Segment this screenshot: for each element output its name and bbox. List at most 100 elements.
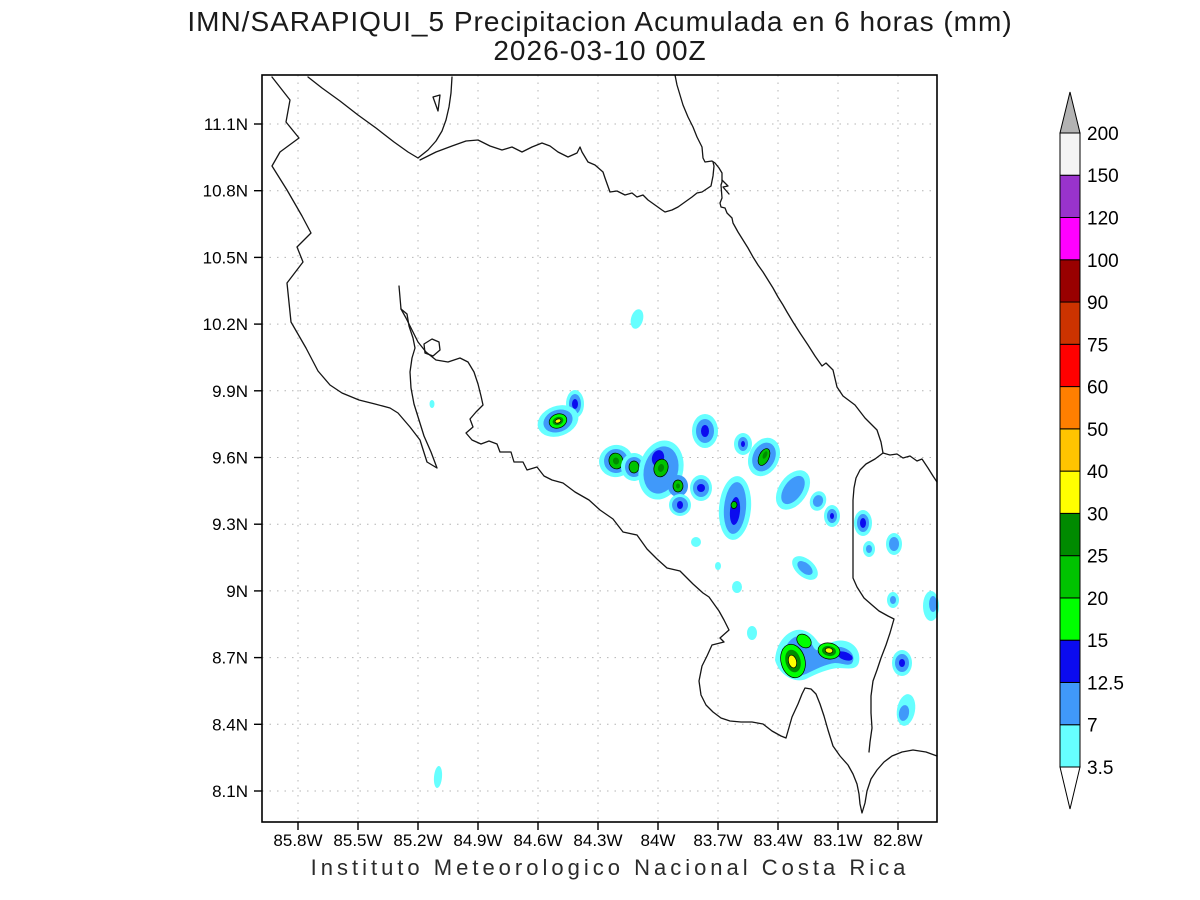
x-tick-label: 85.5W (333, 831, 382, 850)
x-tick-label: 83.1W (813, 831, 862, 850)
colorbar-label: 100 (1087, 251, 1119, 272)
colorbar-label: 150 (1087, 166, 1119, 187)
colorbar-label: 20 (1087, 589, 1108, 610)
precip-contour-ring (730, 501, 738, 509)
x-tick-label: 83.7W (693, 831, 742, 850)
precip-contour-ring (747, 626, 757, 640)
y-tick-label: 10.2N (203, 315, 248, 334)
precip-contour-ring (630, 309, 644, 329)
y-tick-label: 8.1N (212, 782, 248, 801)
colorbar-cell (1059, 132, 1081, 176)
precip-contour-ring (898, 705, 910, 721)
x-tick-label: 84.3W (573, 831, 622, 850)
y-tick-label: 10.8N (203, 182, 248, 201)
x-tick-label: 83.4W (753, 831, 802, 850)
colorbar-cell (1059, 428, 1081, 472)
x-tick-label: 82.8W (873, 831, 922, 850)
precip-contour-ring (697, 484, 705, 492)
precip-contour-ring (741, 441, 745, 447)
precip-contour-ring (781, 475, 805, 505)
y-tick-label: 8.4N (212, 715, 248, 734)
precip-contour-ring (890, 596, 896, 604)
precip-contour-ring (691, 537, 701, 547)
colorbar-cell (1059, 681, 1081, 726)
colorbar-cell (1059, 639, 1081, 683)
colorbar-cell (1059, 216, 1081, 261)
precip-contour-ring (572, 399, 578, 409)
colorbar-cell (1059, 343, 1081, 388)
colorbar-label: 50 (1087, 420, 1108, 441)
colorbar-cell (1059, 555, 1081, 599)
precip-contour-ring (866, 545, 872, 553)
colorbar-cell (1059, 724, 1081, 768)
precip-contour-ring (732, 581, 742, 593)
precip-contour-ring (860, 518, 866, 528)
colorbar-label: 200 (1087, 124, 1119, 145)
colorbar-cell (1059, 301, 1081, 345)
precip-contour-ring (787, 654, 798, 669)
precip-contour-ring (837, 651, 853, 661)
y-tick-label: 9.6N (212, 449, 248, 468)
colorbar-label: 90 (1087, 293, 1108, 314)
y-tick-label: 9.3N (212, 515, 248, 534)
coastline-path (307, 76, 453, 159)
precip-contour-ring (612, 457, 620, 465)
y-tick-label: 9.9N (212, 382, 248, 401)
colorbar-label: 75 (1087, 335, 1108, 356)
precip-contour-ring (628, 460, 640, 474)
chart-subtitle: 2026-03-10 00Z (493, 35, 707, 66)
precip-contour-ring (899, 659, 905, 667)
x-tick-label: 84.9W (453, 831, 502, 850)
coastline-path (721, 179, 730, 195)
colorbar-label: 30 (1087, 504, 1108, 525)
coastline-path (423, 338, 441, 357)
coastline-path (852, 452, 895, 753)
colorbar-label: 120 (1087, 208, 1119, 229)
colorbar-label: 3.5 (1087, 758, 1113, 779)
precip-contour-ring (762, 451, 768, 459)
precip-contour-ring (929, 596, 937, 612)
precip-contour-ring (657, 464, 665, 472)
plot-frame (261, 74, 938, 823)
x-tick-label: 85.2W (393, 831, 442, 850)
x-tick-label: 84W (641, 831, 676, 850)
colorbar-cell (1059, 174, 1081, 218)
precip-contour-ring (889, 537, 899, 551)
precip-contour-ring (433, 766, 443, 788)
precip-contour-ring (812, 495, 824, 507)
x-tick-label: 85.8W (273, 831, 322, 850)
colorbar-cell (1059, 512, 1081, 557)
chart-title: IMN/SARAPIQUI_5 Precipitacion Acumulada … (187, 6, 1013, 37)
colorbar-label: 40 (1087, 462, 1108, 483)
coastline-path (271, 76, 438, 469)
precip-contour-ring (677, 501, 683, 509)
colorbar-label: 25 (1087, 547, 1108, 568)
precip-contour-ring (830, 513, 834, 519)
colorbar-label: 7 (1087, 716, 1098, 737)
colorbar-cell (1059, 470, 1081, 514)
precip-contour-ring (824, 647, 834, 654)
colorbar-label: 12.5 (1087, 673, 1124, 694)
precip-contour-ring (701, 425, 709, 437)
precip-contour-ring (554, 418, 562, 424)
precip-contour-ring (796, 633, 812, 649)
precip-contour-ring (715, 562, 721, 570)
precip-contour-ring (676, 483, 680, 489)
colorbar-over-arrow (1059, 91, 1081, 134)
precip-contour-ring (429, 400, 435, 408)
colorbar-cell (1059, 386, 1081, 430)
y-tick-label: 8.7N (212, 649, 248, 668)
colorbar-label: 60 (1087, 378, 1108, 399)
colorbar-label: 15 (1087, 631, 1108, 652)
y-tick-label: 9N (226, 582, 248, 601)
coastline-path (432, 94, 441, 112)
coastline-path (400, 308, 938, 814)
precip-contour-ring (797, 561, 813, 575)
colorbar-under-arrow (1059, 766, 1081, 810)
coastline-path (419, 139, 715, 213)
x-tick-label: 84.6W (513, 831, 562, 850)
y-tick-label: 10.5N (203, 248, 248, 267)
coastline-path (674, 74, 938, 483)
